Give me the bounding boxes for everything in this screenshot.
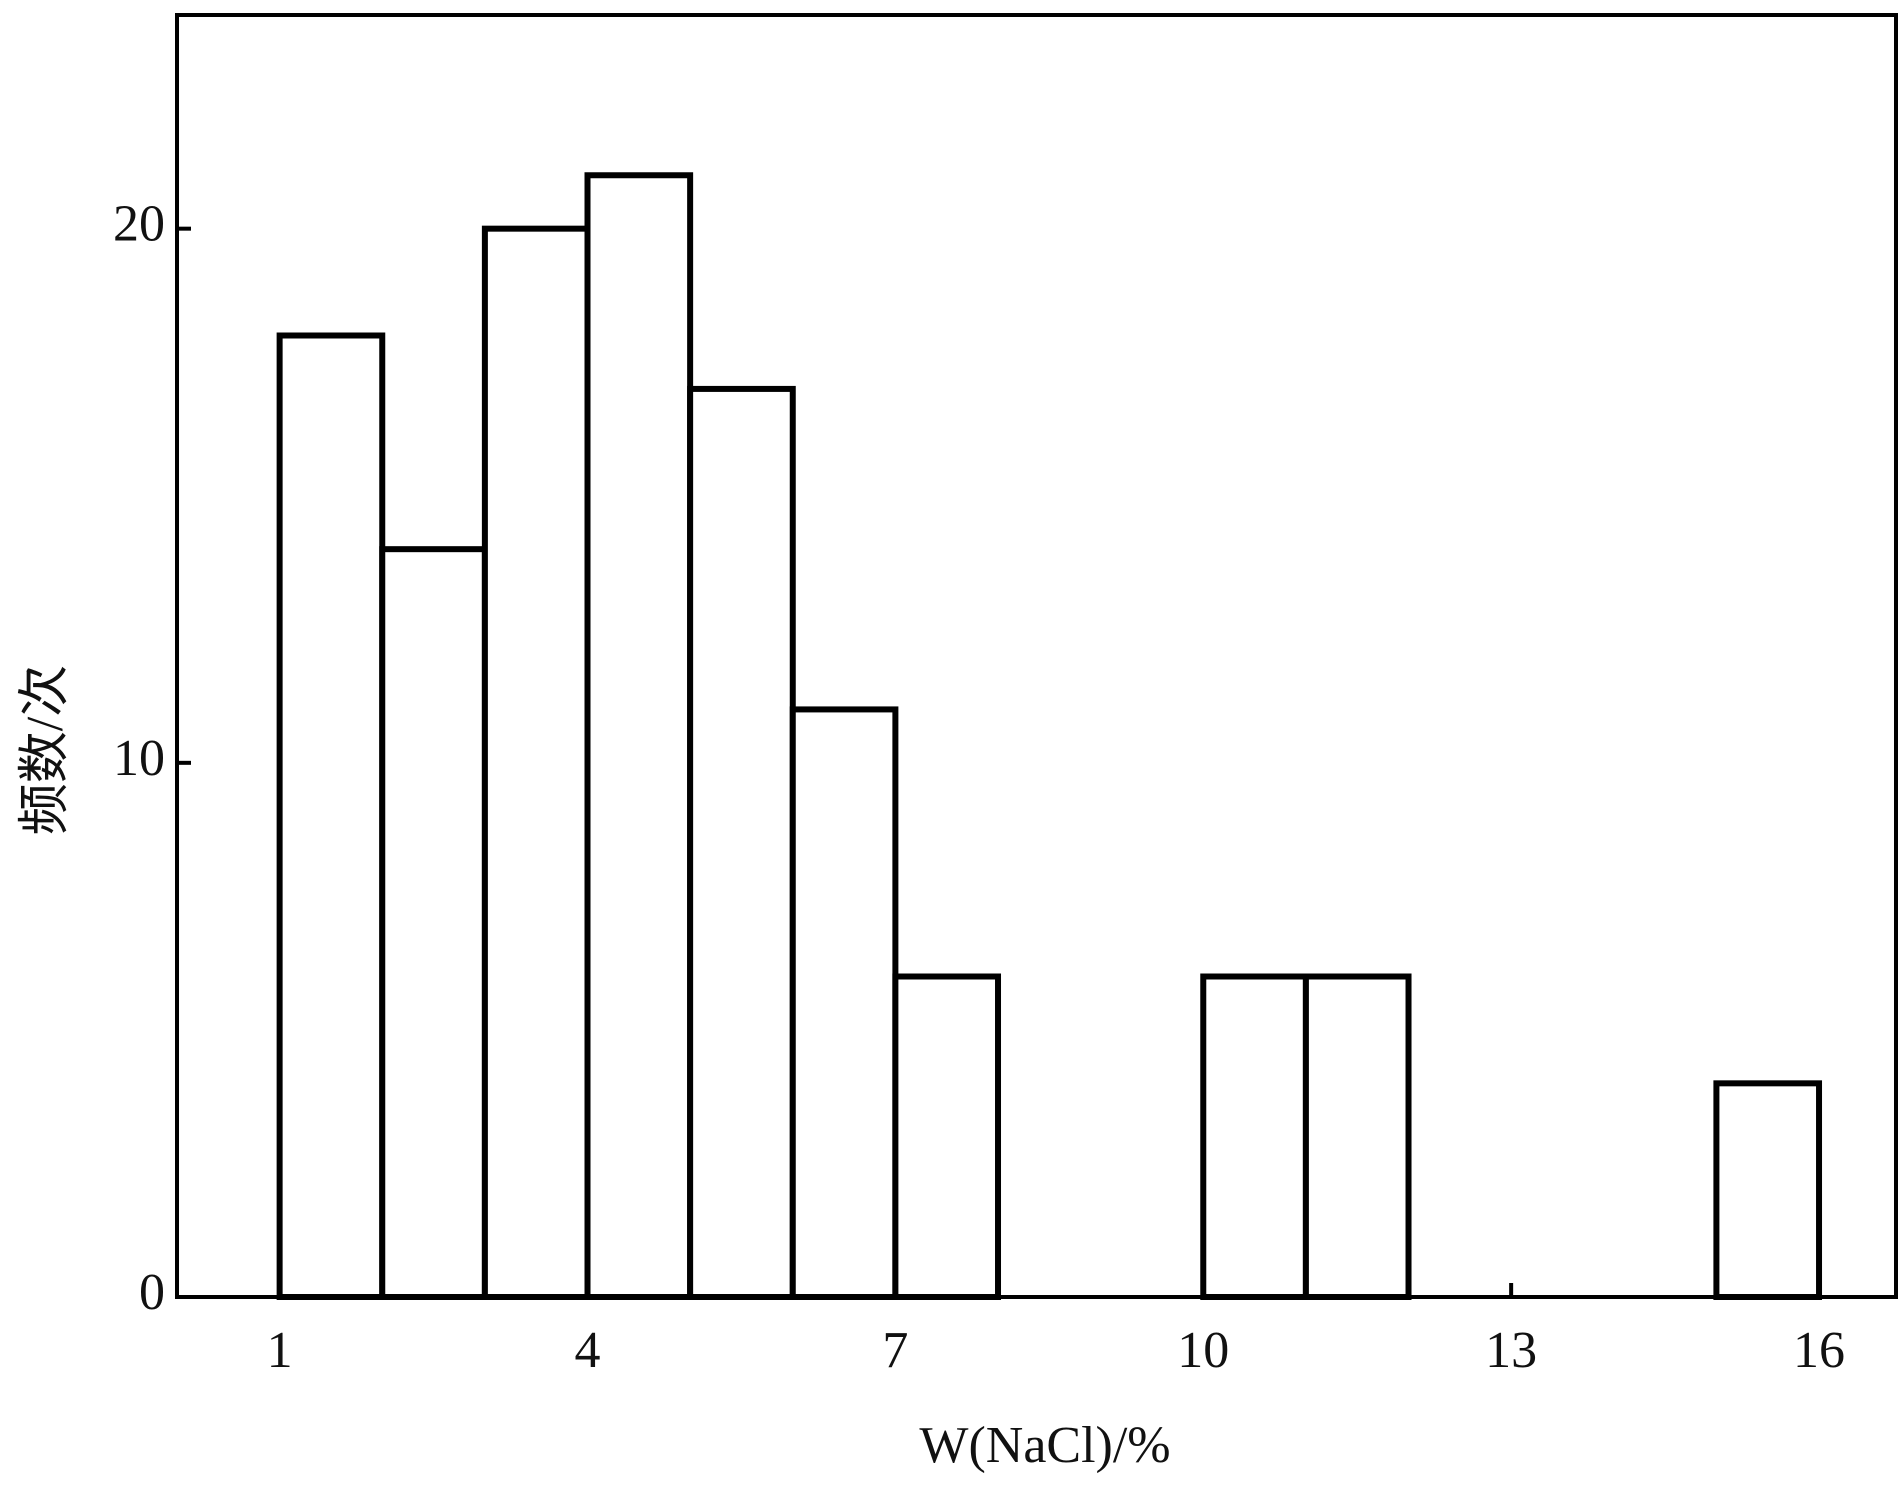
bar: [481, 225, 591, 1301]
plot-frame: [175, 13, 1898, 1299]
y-tick-label: 0: [139, 1264, 165, 1321]
x-tick-label: 16: [1793, 1322, 1845, 1379]
y-tick-label: 10: [113, 730, 165, 787]
bar: [1200, 973, 1309, 1300]
x-tick-label: 4: [575, 1322, 601, 1379]
bar: [687, 385, 796, 1300]
x-tick-label: 13: [1485, 1322, 1537, 1379]
bar: [379, 546, 488, 1300]
x-tick-label: 10: [1177, 1322, 1229, 1379]
bar: [584, 172, 694, 1300]
x-tick-label: 1: [267, 1322, 293, 1379]
bar: [1302, 973, 1412, 1300]
y-tick-label: 20: [113, 196, 165, 253]
bar: [276, 332, 386, 1300]
bar: [1713, 1080, 1823, 1301]
x-axis-label: W(NaCl)/%: [919, 1417, 1170, 1474]
y-axis-label: 频数/次: [17, 665, 74, 835]
x-tick-label: 7: [882, 1322, 908, 1379]
bar: [789, 706, 899, 1300]
bar: [892, 973, 1002, 1300]
